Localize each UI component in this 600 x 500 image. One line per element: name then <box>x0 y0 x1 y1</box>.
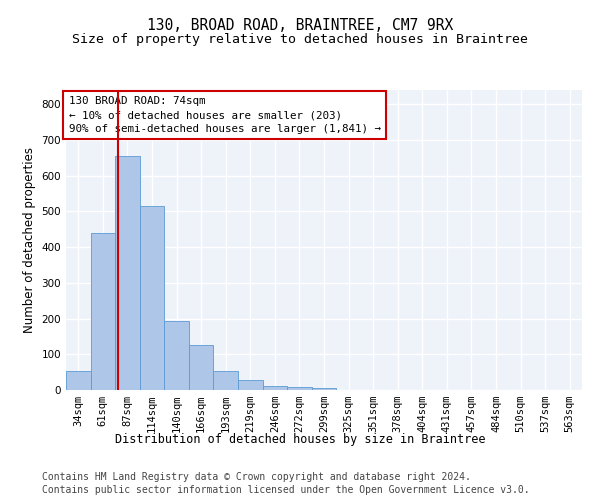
Bar <box>263 386 287 390</box>
Bar <box>91 233 115 390</box>
Bar <box>66 372 91 390</box>
Bar <box>214 372 238 390</box>
Bar <box>287 387 312 390</box>
Text: Contains HM Land Registry data © Crown copyright and database right 2024.: Contains HM Land Registry data © Crown c… <box>42 472 471 482</box>
Text: Size of property relative to detached houses in Braintree: Size of property relative to detached ho… <box>72 32 528 46</box>
Bar <box>189 346 214 390</box>
Text: Distribution of detached houses by size in Braintree: Distribution of detached houses by size … <box>115 432 485 446</box>
Text: Contains public sector information licensed under the Open Government Licence v3: Contains public sector information licen… <box>42 485 530 495</box>
Bar <box>312 388 336 390</box>
Text: 130, BROAD ROAD, BRAINTREE, CM7 9RX: 130, BROAD ROAD, BRAINTREE, CM7 9RX <box>147 18 453 32</box>
Bar <box>115 156 140 390</box>
Bar <box>238 380 263 390</box>
Bar <box>164 321 189 390</box>
Text: 130 BROAD ROAD: 74sqm
← 10% of detached houses are smaller (203)
90% of semi-det: 130 BROAD ROAD: 74sqm ← 10% of detached … <box>68 96 380 134</box>
Y-axis label: Number of detached properties: Number of detached properties <box>23 147 36 333</box>
Bar <box>140 206 164 390</box>
